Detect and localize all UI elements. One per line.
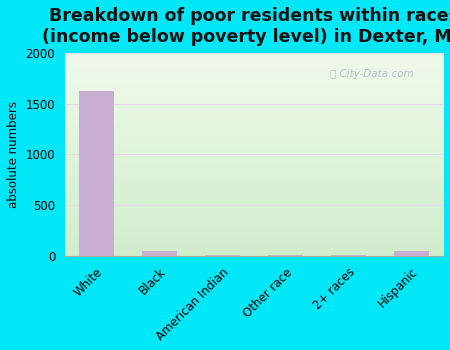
Title: Breakdown of poor residents within races
(income below poverty level) in Dexter,: Breakdown of poor residents within races… (42, 7, 450, 46)
Text: ⓘ City-Data.com: ⓘ City-Data.com (329, 69, 413, 79)
Bar (331, 255, 366, 256)
Bar (142, 251, 177, 256)
Y-axis label: absolute numbers: absolute numbers (7, 101, 20, 208)
Bar (79, 91, 114, 256)
Bar (205, 255, 240, 256)
Bar (394, 251, 429, 256)
Bar (268, 255, 303, 256)
